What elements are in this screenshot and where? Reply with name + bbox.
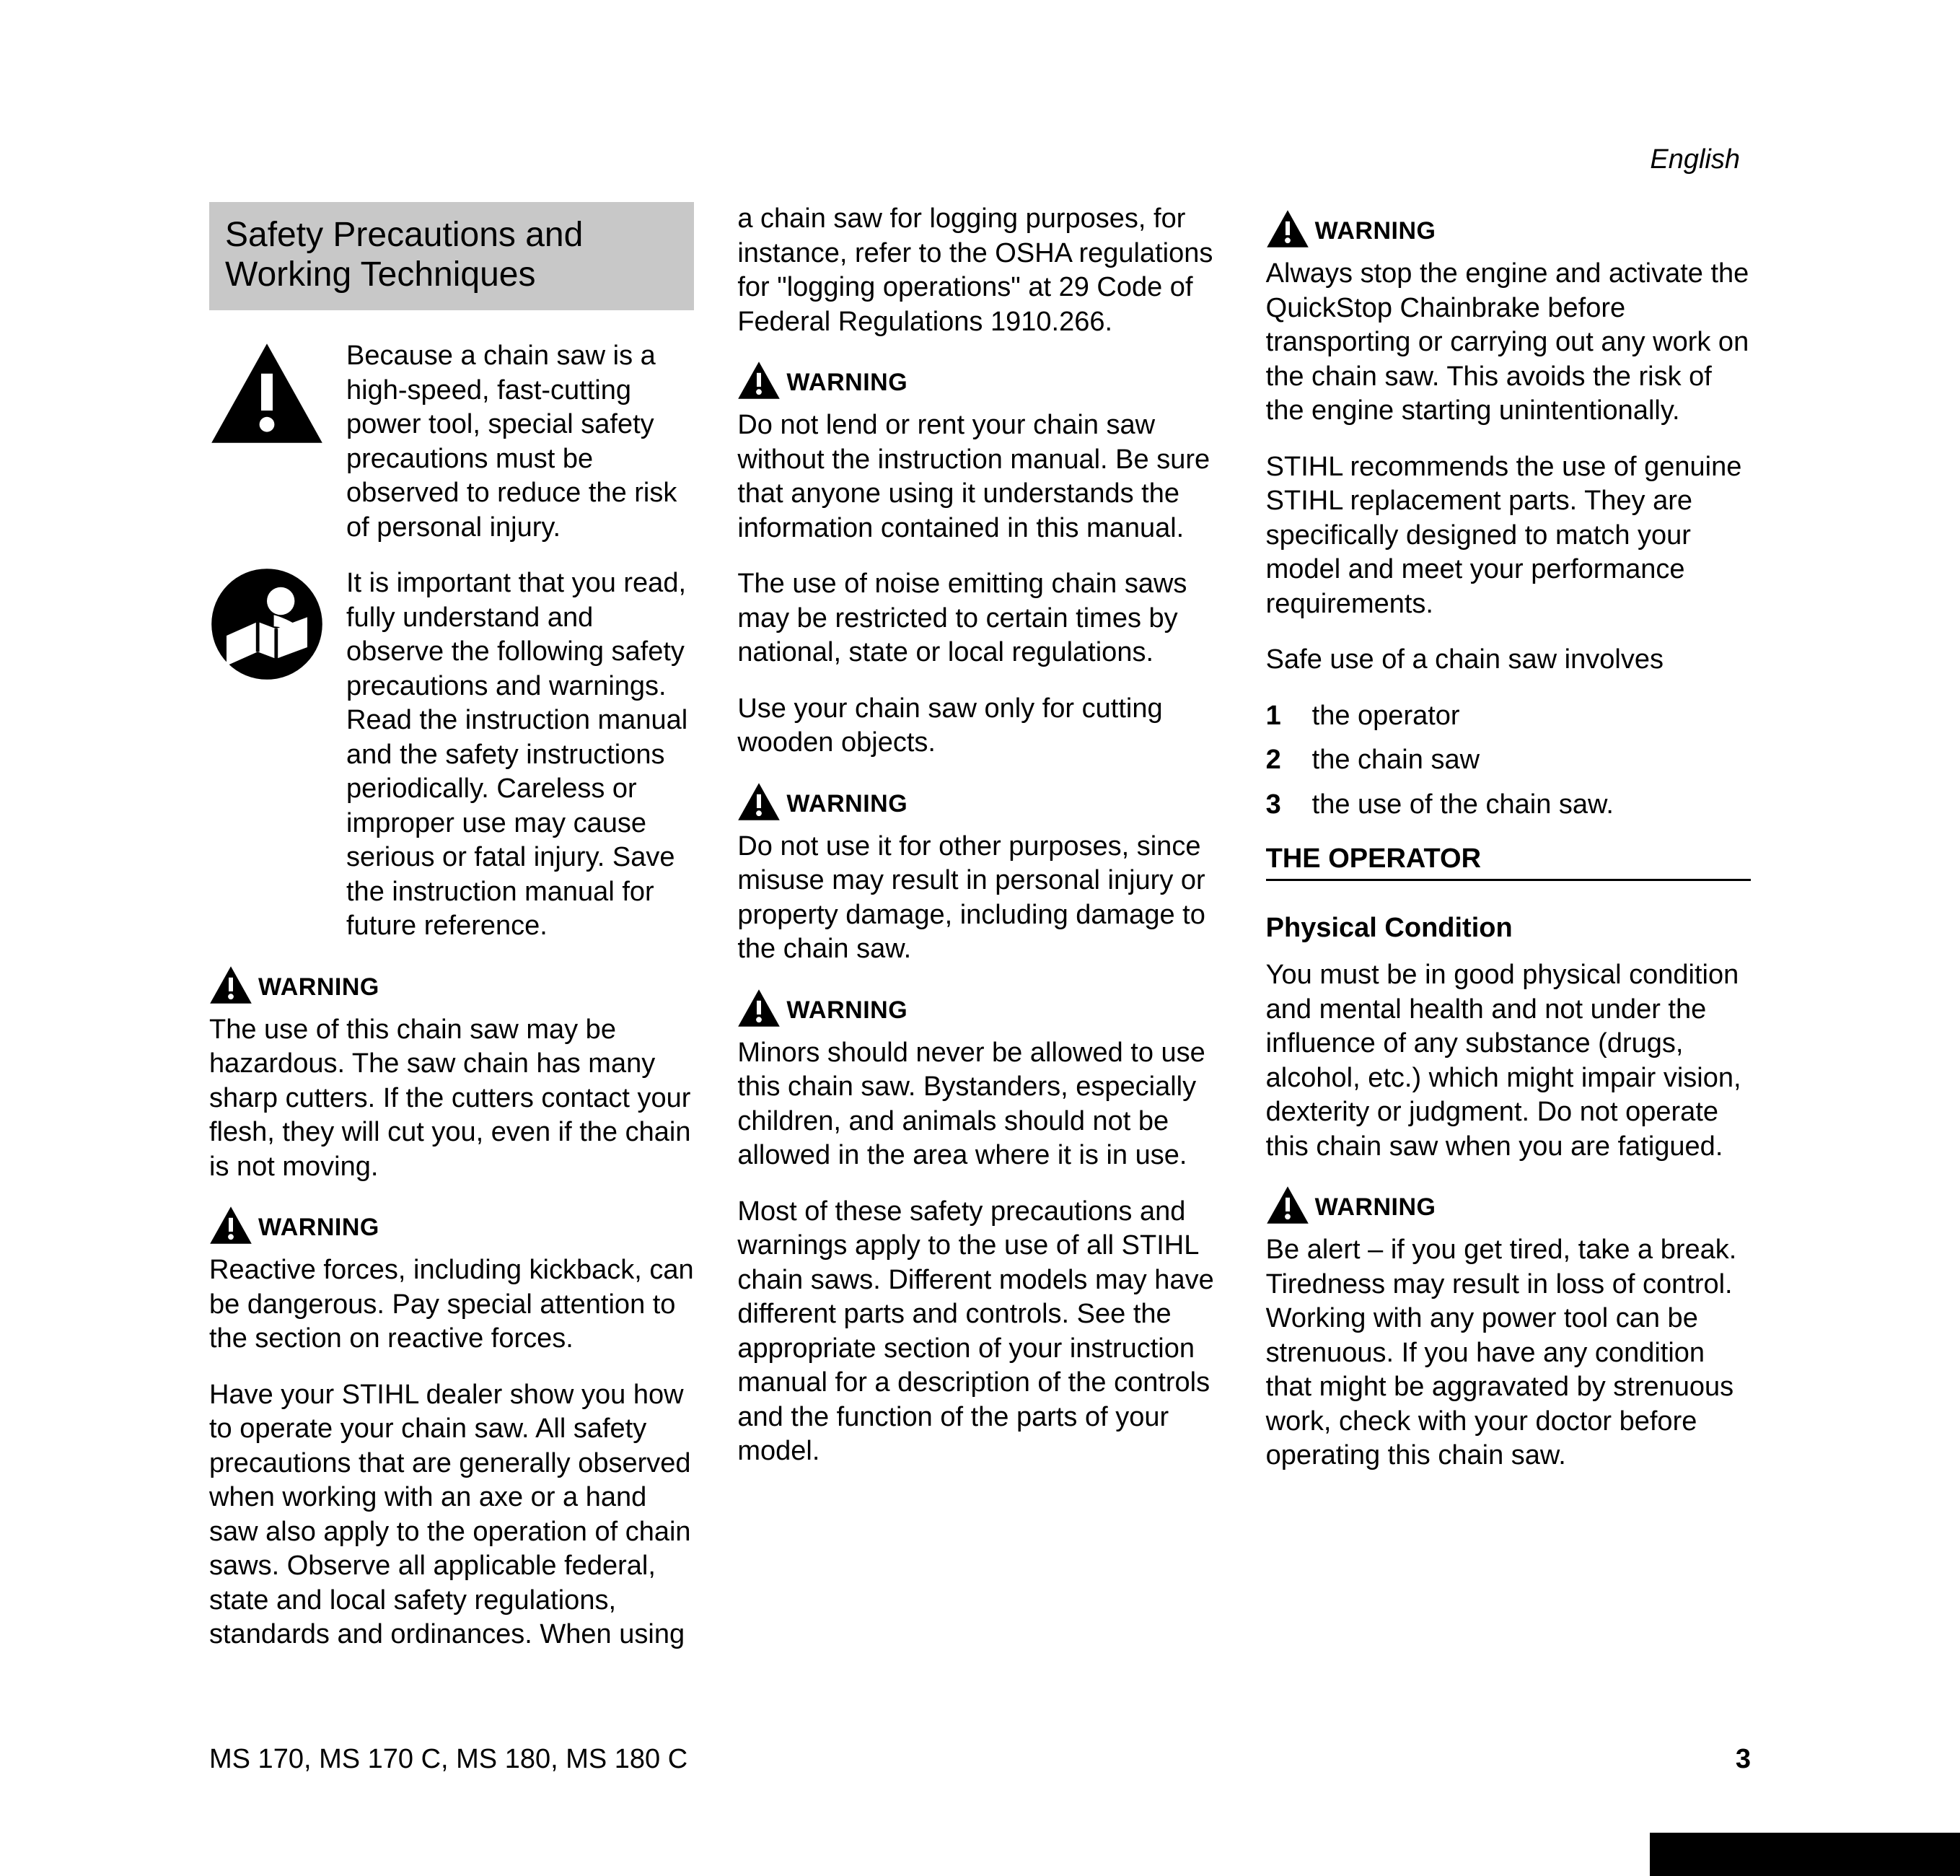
list-item: 3 the use of the chain saw. (1266, 788, 1751, 823)
language-label: English (1650, 144, 1740, 175)
intro-para-1: Because a chain saw is a high-speed, fas… (346, 339, 694, 545)
subheading-operator: THE OPERATOR (1266, 843, 1751, 881)
warning-triangle-icon (209, 1206, 252, 1245)
warning-body: Reactive forces, including kickback, can… (209, 1253, 694, 1356)
body-paragraph: Use your chain saw only for cutting wood… (737, 692, 1222, 761)
warning-heading: WARNING (737, 782, 1222, 821)
warning-label: WARNING (1315, 1193, 1436, 1224)
list-item: 2 the chain saw (1266, 743, 1751, 778)
body-paragraph: Have your STIHL dealer show you how to o… (209, 1378, 694, 1652)
list-text: the operator (1312, 699, 1460, 734)
warning-label: WARNING (786, 369, 908, 400)
warning-triangle-icon (1266, 209, 1309, 248)
warning-heading: WARNING (209, 1206, 694, 1245)
section-heading: Safety Precautions and Working Technique… (209, 202, 694, 310)
warning-label: WARNING (258, 973, 379, 1004)
warning-heading: WARNING (737, 361, 1222, 400)
intro-block-danger: Because a chain saw is a high-speed, fas… (209, 339, 694, 545)
warning-body: Do not lend or rent your chain saw witho… (737, 408, 1222, 545)
warning-label: WARNING (1315, 217, 1436, 248)
footer-models: MS 170, MS 170 C, MS 180, MS 180 C (209, 1744, 687, 1775)
list-number: 3 (1266, 788, 1291, 823)
list-text: the use of the chain saw. (1312, 788, 1614, 823)
body-paragraph: Most of these safety precautions and war… (737, 1195, 1222, 1469)
body-paragraph: STIHL recommends the use of genuine STIH… (1266, 450, 1751, 622)
list-item: 1 the operator (1266, 699, 1751, 734)
warning-body: Be alert – if you get tired, take a brea… (1266, 1233, 1751, 1473)
list-number: 2 (1266, 743, 1291, 778)
danger-triangle-icon (209, 339, 325, 447)
content-columns: Safety Precautions and Working Technique… (209, 202, 1751, 1688)
warning-label: WARNING (258, 1214, 379, 1245)
manual-page: English Safety Precautions and Working T… (0, 0, 1960, 1876)
numbered-list: 1 the operator 2 the chain saw 3 the use… (1266, 699, 1751, 823)
warning-triangle-icon (737, 361, 781, 400)
body-paragraph: Safe use of a chain saw involves (1266, 643, 1751, 678)
intro-block-read-manual: It is important that you read, fully und… (209, 566, 694, 944)
warning-body: Do not use it for other purposes, since … (737, 830, 1222, 967)
warning-body: Always stop the engine and activate the … (1266, 257, 1751, 429)
subheading-physical: Physical Condition (1266, 913, 1751, 944)
page-edge-tab (1650, 1833, 1960, 1876)
body-paragraph: The use of noise emitting chain saws may… (737, 567, 1222, 670)
warning-heading: WARNING (1266, 1185, 1751, 1224)
column-2: a chain saw for logging purposes, for in… (737, 202, 1222, 1688)
warning-label: WARNING (786, 790, 908, 821)
warning-triangle-icon (1266, 1185, 1309, 1224)
intro-para-2: It is important that you read, fully und… (346, 566, 694, 944)
warning-heading: WARNING (737, 989, 1222, 1027)
column-1: Safety Precautions and Working Technique… (209, 202, 694, 1688)
warning-triangle-icon (209, 965, 252, 1004)
body-paragraph: You must be in good physical condition a… (1266, 958, 1751, 1164)
warning-triangle-icon (737, 989, 781, 1027)
warning-triangle-icon (737, 782, 781, 821)
read-manual-icon (209, 566, 325, 682)
warning-body: The use of this chain saw may be hazardo… (209, 1013, 694, 1185)
warning-label: WARNING (786, 996, 908, 1027)
warning-heading: WARNING (209, 965, 694, 1004)
page-footer: MS 170, MS 170 C, MS 180, MS 180 C 3 (209, 1744, 1751, 1775)
body-paragraph: a chain saw for logging purposes, for in… (737, 202, 1222, 339)
warning-body: Minors should never be allowed to use th… (737, 1036, 1222, 1173)
warning-heading: WARNING (1266, 209, 1751, 248)
list-number: 1 (1266, 699, 1291, 734)
column-3: WARNING Always stop the engine and activ… (1266, 202, 1751, 1688)
page-number: 3 (1736, 1744, 1751, 1775)
list-text: the chain saw (1312, 743, 1480, 778)
